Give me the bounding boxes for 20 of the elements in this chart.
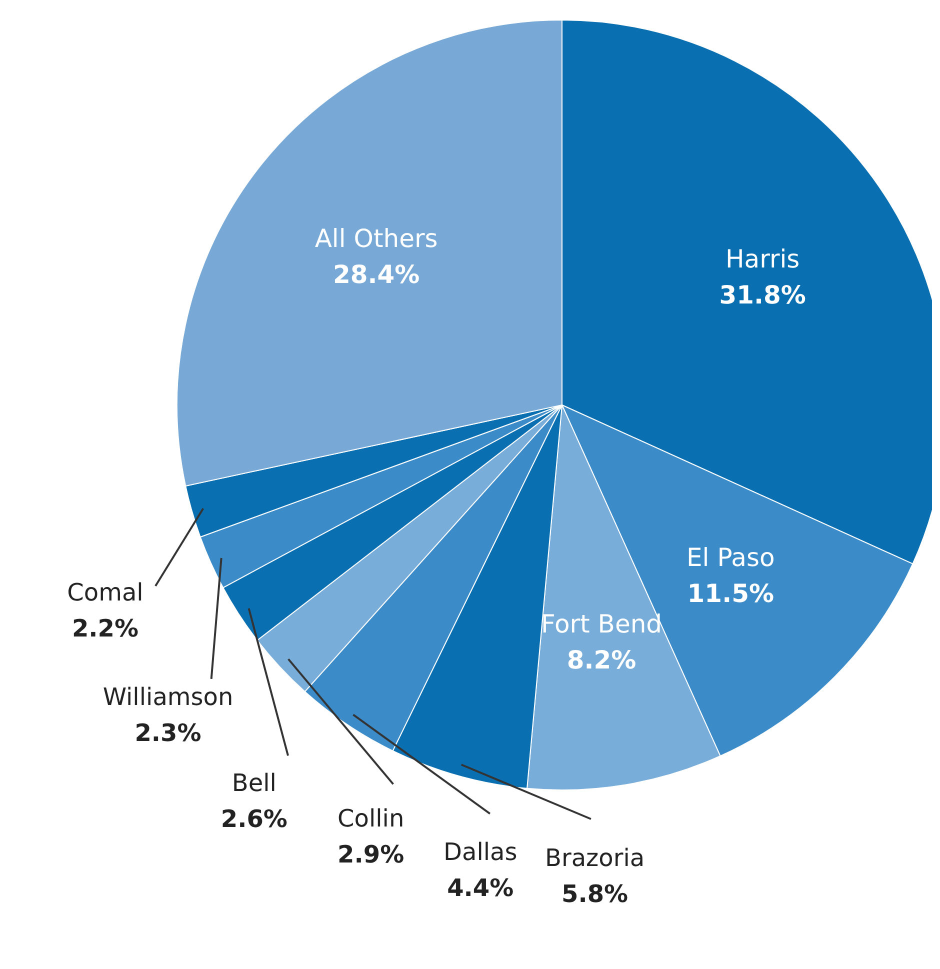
data-label: 2.9% bbox=[338, 840, 404, 868]
slice-label: El Paso bbox=[686, 542, 775, 572]
data-label: 4.4% bbox=[447, 874, 514, 902]
slice-label: Williamson bbox=[102, 682, 234, 711]
slice-label: Comal bbox=[67, 578, 144, 606]
data-label: 11.5% bbox=[687, 578, 774, 608]
slice-label: Harris bbox=[725, 244, 800, 274]
data-label: 2.3% bbox=[134, 718, 202, 747]
data-label: 5.8% bbox=[562, 880, 628, 908]
data-label: 2.6% bbox=[220, 805, 288, 834]
data-label: 8.2% bbox=[566, 645, 636, 674]
data-label: 2.2% bbox=[72, 614, 139, 642]
slice-label: Fort Bend bbox=[540, 609, 662, 638]
slice-label: All Others bbox=[314, 224, 438, 254]
data-label: 31.8% bbox=[719, 280, 806, 310]
slice-label: Collin bbox=[338, 804, 404, 832]
data-label: 28.4% bbox=[332, 260, 420, 290]
slice-label: Brazoria bbox=[545, 844, 645, 872]
slice-label: Dallas bbox=[444, 838, 518, 866]
slice-label: Bell bbox=[232, 769, 276, 798]
